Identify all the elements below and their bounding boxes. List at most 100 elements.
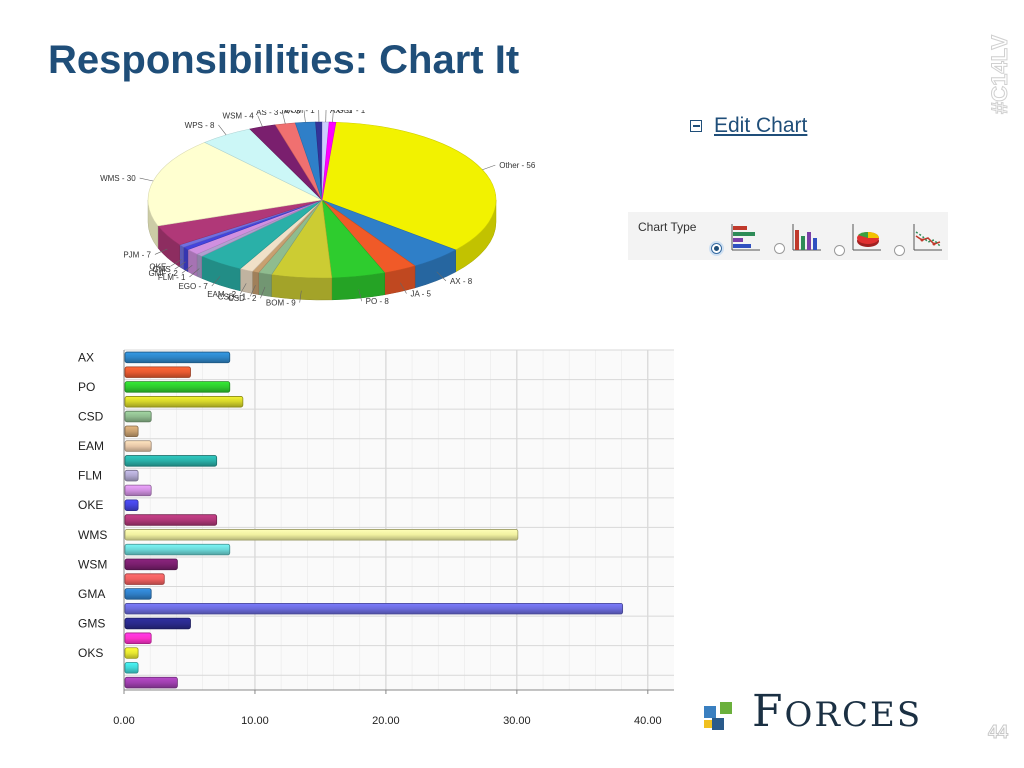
bar bbox=[124, 499, 139, 511]
pie-label-leader bbox=[257, 115, 263, 127]
category-label: CSD bbox=[78, 410, 104, 424]
category-label: GMA bbox=[78, 587, 105, 601]
pie-slice-label: EGO - 7 bbox=[178, 282, 208, 291]
chart-type-panel: Chart Type bbox=[628, 212, 948, 260]
pie-slice-side bbox=[258, 272, 272, 297]
page-title: Responsibilities: Chart It bbox=[48, 38, 520, 82]
pie-slice-label: WPS - 8 bbox=[185, 121, 215, 130]
bar bbox=[124, 514, 218, 526]
bar-chart: AX PO CSD EAM FLM OKE WMS WSM GMA GMS OKS 0.00 10.00… bbox=[78, 349, 674, 727]
pie-slice-side bbox=[271, 274, 333, 301]
pie-label-leader bbox=[181, 264, 193, 274]
pie-label-leader bbox=[260, 286, 266, 299]
bar bbox=[124, 351, 231, 364]
pie-slice bbox=[321, 121, 337, 201]
pie-label-leader bbox=[436, 271, 447, 282]
category-labels: AX PO CSD EAM FLM OKE WMS WSM GMA GMS OKS bbox=[78, 350, 107, 660]
pie-slice bbox=[147, 142, 323, 227]
pie-slice-label: GMS bbox=[153, 265, 171, 274]
bars bbox=[124, 351, 624, 689]
bar bbox=[124, 573, 165, 585]
collapse-minus-icon[interactable] bbox=[690, 120, 702, 132]
bar bbox=[124, 558, 178, 571]
pie-label-leader bbox=[399, 282, 407, 294]
pie-label-leader bbox=[189, 268, 200, 278]
bar bbox=[124, 588, 152, 600]
category-label: OKE bbox=[78, 498, 103, 512]
category-label: FLM bbox=[78, 469, 102, 483]
pie-label-leader bbox=[358, 289, 362, 302]
radio-line[interactable] bbox=[894, 245, 905, 256]
bar bbox=[124, 381, 231, 393]
pie-slice bbox=[321, 121, 497, 251]
bar bbox=[124, 455, 218, 467]
pie-label-leader bbox=[139, 177, 154, 182]
pie-slice-label: FLM - 1 bbox=[158, 273, 186, 282]
category-label: WSM bbox=[78, 557, 107, 571]
bar bbox=[124, 676, 178, 689]
bar bbox=[124, 543, 231, 556]
pie-label-leader bbox=[170, 259, 182, 267]
pie-slice-label: WMS - 30 bbox=[100, 174, 136, 183]
pie-label-leader bbox=[282, 111, 286, 124]
pie-label-leader bbox=[303, 110, 306, 123]
pie-slice-label: GST - 1 bbox=[337, 110, 365, 115]
line-chart-icon[interactable] bbox=[912, 222, 944, 252]
radio-pie[interactable] bbox=[834, 245, 845, 256]
bar bbox=[124, 647, 139, 659]
horizontal-bar-chart-icon[interactable] bbox=[730, 222, 762, 252]
pie-label-leader bbox=[299, 290, 302, 303]
pie-label-leader bbox=[154, 248, 168, 255]
pie-chart-icon[interactable] bbox=[851, 222, 883, 252]
chart-type-label: Chart Type bbox=[638, 220, 697, 234]
pie-label-leader bbox=[174, 261, 186, 270]
bar bbox=[124, 469, 139, 482]
pie-chart: Other - 56 AX - 8 JA - 5 PO - 8 BOM - 9 CSD -… bbox=[100, 110, 536, 308]
bar bbox=[124, 662, 139, 674]
side-tag-text: #C14LV bbox=[987, 35, 1012, 114]
pie-slice-label: AX - 8 bbox=[450, 277, 473, 286]
pie-slice-label: EAM - 2 bbox=[207, 290, 236, 299]
x-tick-label: 0.00 bbox=[113, 715, 134, 727]
category-label: PO bbox=[78, 380, 95, 394]
x-tick-label: 30.00 bbox=[503, 715, 531, 727]
edit-chart-toggle[interactable]: Edit Chart bbox=[690, 114, 807, 138]
pie-label-leader bbox=[482, 164, 496, 171]
bar bbox=[124, 410, 152, 423]
pie-slice-label: OKE bbox=[149, 262, 166, 271]
pie-slice-side bbox=[183, 246, 189, 273]
bar bbox=[124, 440, 152, 452]
pie-label-leader bbox=[218, 124, 227, 136]
pie-slice-label: Other - 56 bbox=[499, 161, 536, 170]
category-label: OKS bbox=[78, 646, 103, 660]
edit-chart-link[interactable]: Edit Chart bbox=[714, 114, 808, 137]
pie-slice-side bbox=[196, 253, 203, 279]
logo-text: FORCES bbox=[752, 686, 923, 737]
radio-horizontal-bar[interactable] bbox=[711, 243, 722, 254]
pie-slice-label: PO - 8 bbox=[366, 297, 390, 306]
pie-slice-label: JA - 3 bbox=[280, 110, 301, 115]
side-tag: #C14LV bbox=[987, 34, 1013, 114]
bar bbox=[124, 396, 244, 408]
x-tick-label: 20.00 bbox=[372, 715, 400, 727]
forces-logo: FORCES bbox=[700, 686, 1000, 740]
page-number: 44 bbox=[987, 722, 1009, 743]
pie-slice-label: AX - 1 bbox=[330, 110, 353, 115]
category-label: WMS bbox=[78, 528, 107, 542]
radio-vertical-bar[interactable] bbox=[774, 243, 785, 254]
bar bbox=[124, 366, 191, 378]
pie-label-leader bbox=[239, 283, 247, 295]
category-label: EAM bbox=[78, 439, 104, 453]
bar bbox=[124, 529, 519, 541]
bar bbox=[124, 632, 152, 644]
pie-slice-side bbox=[239, 268, 253, 294]
bar bbox=[124, 425, 139, 438]
x-tick-labels: 0.00 10.00 20.00 30.00 40.00 bbox=[113, 690, 662, 727]
pie-slice-label: BOM - 1 bbox=[285, 110, 315, 115]
pie-slice-label: JA - 5 bbox=[411, 290, 432, 299]
pie-slice-label: PJM - 7 bbox=[123, 250, 151, 259]
vertical-bar-chart-icon[interactable] bbox=[791, 222, 823, 252]
bar bbox=[124, 602, 624, 615]
pie-slice-label: CSD - 2 bbox=[228, 294, 257, 303]
pie-slice-label: GMF - 2 bbox=[149, 269, 179, 278]
